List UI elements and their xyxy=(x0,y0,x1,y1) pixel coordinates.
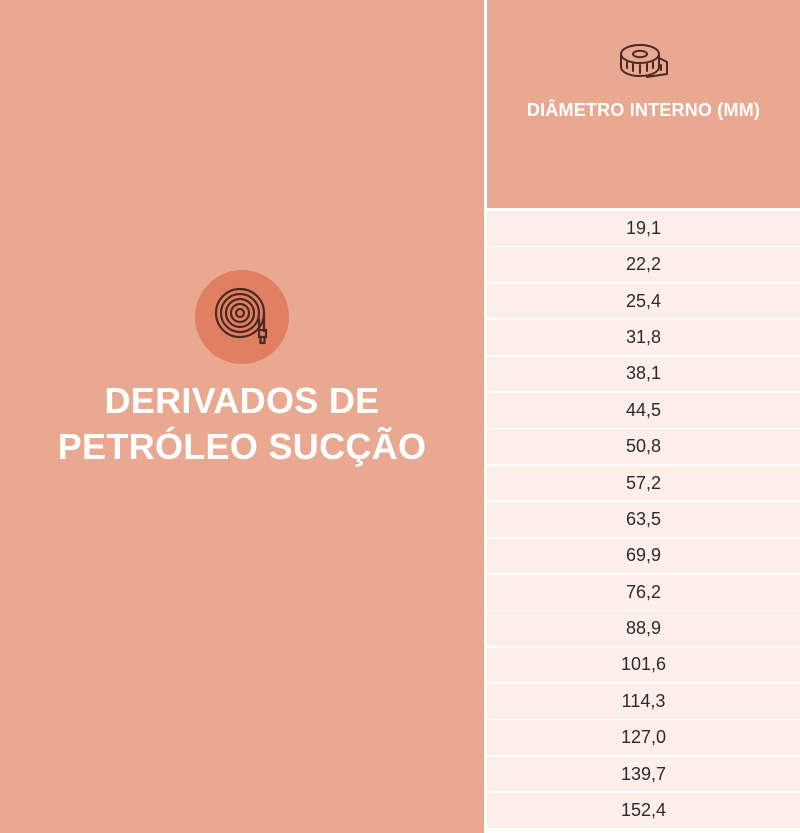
hose-reel-icon xyxy=(214,287,268,345)
diameter-column: DIÂMETRO INTERNO (MM) 19,1 22,2 25,4 31,8 38… xyxy=(487,0,800,833)
table-row: 139,7 xyxy=(487,756,800,792)
product-title: DERIVADOS DE PETRÓLEO SUCÇÃO xyxy=(22,378,462,470)
table-row: 114,3 xyxy=(487,684,800,719)
table-row: 22,2 xyxy=(487,247,800,282)
table-row: 31,8 xyxy=(487,320,800,355)
table-row: 19,1 xyxy=(487,211,800,246)
product-panel: DERIVADOS DE PETRÓLEO SUCÇÃO xyxy=(0,0,487,833)
column-header: DIÂMETRO INTERNO (MM) xyxy=(487,0,800,211)
table-row: 69,9 xyxy=(487,538,800,574)
measuring-tape-icon xyxy=(619,44,668,78)
column-title: DIÂMETRO INTERNO (MM) xyxy=(526,100,761,120)
diameter-rows: 19,1 22,2 25,4 31,8 38,1 44,5 50,8 57,2 63,5 69,9… xyxy=(487,211,800,830)
table-row: 50,8 xyxy=(487,429,800,464)
product-title-line-1: DERIVADOS DE xyxy=(104,380,380,421)
table-row: 57,2 xyxy=(487,465,800,501)
table-row: 63,5 xyxy=(487,502,800,537)
table-row: 38,1 xyxy=(487,356,800,392)
table-row: 88,9 xyxy=(487,611,800,646)
table-row: 44,5 xyxy=(487,392,800,428)
table-row: 76,2 xyxy=(487,574,800,610)
table-row: 25,4 xyxy=(487,283,800,319)
product-title-line-2: PETRÓLEO SUCÇÃO xyxy=(57,426,427,467)
table-row: 127,0 xyxy=(487,720,800,756)
table-row: 101,6 xyxy=(487,647,800,683)
table-row: 152,4 xyxy=(487,793,800,828)
hose-reel-badge xyxy=(195,270,289,364)
